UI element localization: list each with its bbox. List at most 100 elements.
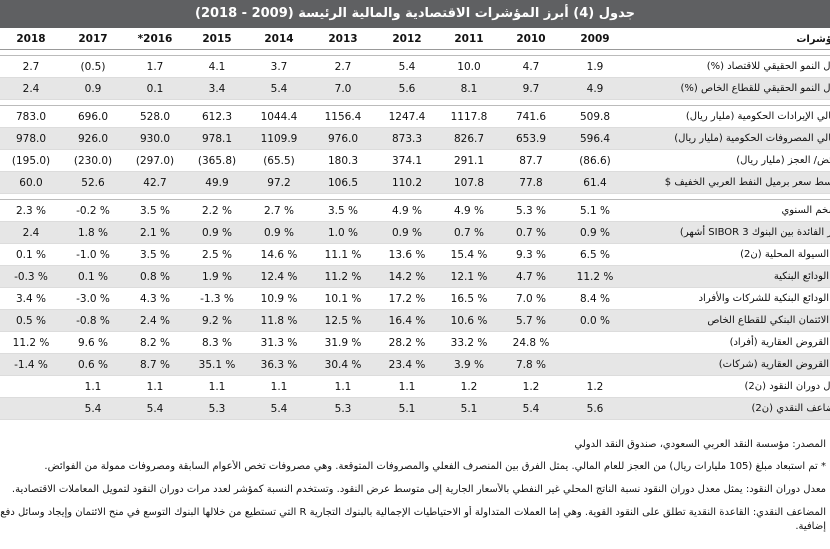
value-cell: 12.1 %	[438, 265, 500, 288]
value-cell: 4.9	[562, 77, 628, 100]
value-cell: 509.8	[562, 105, 628, 128]
value-cell: 7.0 %	[500, 287, 562, 310]
value-cell: 5.7 %	[500, 309, 562, 332]
value-cell: 180.3	[310, 149, 376, 172]
value-cell: 33.2 %	[438, 331, 500, 354]
value-cell: 11.2 %	[0, 331, 62, 354]
value-cell: 87.7	[500, 149, 562, 172]
value-cell: 77.8	[500, 171, 562, 194]
value-cell: 2.2 %	[186, 199, 248, 222]
value-cell: 0.6 %	[62, 353, 124, 376]
value-cell: 17.2 %	[376, 287, 438, 310]
year-header: 2013	[310, 29, 376, 50]
value-cell	[0, 397, 62, 420]
value-cell: -1.0 %	[62, 243, 124, 266]
value-cell: -0.8 %	[62, 309, 124, 332]
value-cell: 1156.4	[310, 105, 376, 128]
value-cell: 0.9 %	[376, 221, 438, 244]
notes-section: المصدر: مؤسسة النقد العربي السعودي، صندو…	[0, 438, 830, 543]
table-row: -1.4 % 0.6 % 8.7 % 35.1 % 36.3 % 30.4 % 23.4 %…	[0, 353, 830, 376]
value-cell: (297.0)	[124, 149, 186, 172]
indicator-label: إجمالي المصروفات الحكومية (مليار ريال)	[628, 127, 830, 150]
value-cell: 10.1 %	[310, 287, 376, 310]
value-cell: 0.9	[62, 77, 124, 100]
indicator-label: نمو القروض العقارية (أفراد)	[628, 331, 830, 354]
value-cell: 8.1	[438, 77, 500, 100]
value-cell: 926.0	[62, 127, 124, 150]
value-cell: 291.1	[438, 149, 500, 172]
value-cell: (195.0)	[0, 149, 62, 172]
value-cell: 741.6	[500, 105, 562, 128]
value-cell: 61.4	[562, 171, 628, 194]
value-cell: 5.3	[310, 397, 376, 420]
indicator-label: نمو الودائع البنكية	[628, 265, 830, 288]
separator-cell	[0, 49, 830, 56]
year-header: 2015	[186, 29, 248, 50]
value-cell: 1.9 %	[186, 265, 248, 288]
value-cell: 13.6 %	[376, 243, 438, 266]
value-cell: 5.4	[124, 397, 186, 420]
table-row: 0.1 % -1.0 % 3.5 % 2.5 % 14.6 % 11.1 % 13.6 % 1…	[0, 243, 830, 266]
value-cell: 14.2 %	[376, 265, 438, 288]
value-cell: 52.6	[62, 171, 124, 194]
value-cell: 9.3 %	[500, 243, 562, 266]
value-cell: 2.3 %	[0, 199, 62, 222]
value-cell: 28.2 %	[376, 331, 438, 354]
value-cell: 110.2	[376, 171, 438, 194]
value-cell: 9.2 %	[186, 309, 248, 332]
value-cell: 0.1 %	[0, 243, 62, 266]
value-cell: 873.3	[376, 127, 438, 150]
indicator-label: متوسط سعر برميل النفط العربي الخفيف $	[628, 171, 830, 194]
year-header: 2014	[248, 29, 310, 50]
group-separator	[0, 193, 830, 200]
value-cell: 11.2 %	[562, 265, 628, 288]
value-cell: (0.5)	[62, 55, 124, 78]
value-cell: 12.4 %	[248, 265, 310, 288]
value-cell: 5.3 %	[500, 199, 562, 222]
value-cell: -3.0 %	[62, 287, 124, 310]
value-cell: 1.7	[124, 55, 186, 78]
group-separator	[0, 49, 830, 56]
value-cell: 2.1 %	[124, 221, 186, 244]
value-cell: 3.4 %	[0, 287, 62, 310]
value-cell: 826.7	[438, 127, 500, 150]
value-cell: (86.6)	[562, 149, 628, 172]
value-cell: -1.3 %	[186, 287, 248, 310]
indicators-table: 2018 2017 *2016 2015 2014 2013 2012 2011 2010 200…	[0, 29, 830, 420]
value-cell: 4.7	[500, 55, 562, 78]
indicator-label: نمو القروض العقارية (شركات)	[628, 353, 830, 376]
year-header: 2010	[500, 29, 562, 50]
value-cell: -1.4 %	[0, 353, 62, 376]
value-cell: 978.1	[186, 127, 248, 150]
value-cell: 31.3 %	[248, 331, 310, 354]
year-header: 2012	[376, 29, 438, 50]
indicator-label: التضخم السنوي	[628, 199, 830, 222]
value-cell	[562, 353, 628, 376]
table-row: 0.5 % -0.8 % 2.4 % 9.2 % 11.8 % 12.5 % 16.4 % 1…	[0, 309, 830, 332]
value-cell: 374.1	[376, 149, 438, 172]
value-cell: 0.0 %	[562, 309, 628, 332]
table-header-row: 2018 2017 *2016 2015 2014 2013 2012 2011 2010 200…	[0, 29, 830, 50]
table-title: جدول (4) أبرز المؤشرات الاقتصادية والمال…	[0, 0, 830, 28]
value-cell: 1109.9	[248, 127, 310, 150]
table-row: (195.0) (230.0) (297.0) (365.8) (65.5) 180.3 3…	[0, 149, 830, 172]
value-cell: 107.8	[438, 171, 500, 194]
value-cell: 7.0	[310, 77, 376, 100]
value-cell: 3.9 %	[438, 353, 500, 376]
value-cell: 15.4 %	[438, 243, 500, 266]
table-row: 2.4 0.9 0.1 3.4 5.4 7.0 5.6 8.1 9.7 4.9 معدل النمو…	[0, 77, 830, 100]
value-cell: 16.4 %	[376, 309, 438, 332]
indicators-header: المؤشرات	[628, 29, 830, 50]
table-row: 783.0 696.0 528.0 612.3 1044.4 1156.4 1247.4 11…	[0, 105, 830, 128]
value-cell: 5.6	[562, 397, 628, 420]
value-cell: 5.6	[376, 77, 438, 100]
value-cell: 9.7	[500, 77, 562, 100]
source-note: المصدر: مؤسسة النقد العربي السعودي، صندو…	[574, 439, 826, 450]
value-cell: 1247.4	[376, 105, 438, 128]
value-cell: 2.7	[310, 55, 376, 78]
value-cell: 4.1	[186, 55, 248, 78]
value-cell: 0.9 %	[248, 221, 310, 244]
indicator-label: إجمالي الإيرادات الحكومية (مليار ريال)	[628, 105, 830, 128]
indicator-label: معدل النمو الحقيقي للاقتصاد (%)	[628, 55, 830, 78]
value-cell: 0.1 %	[62, 265, 124, 288]
